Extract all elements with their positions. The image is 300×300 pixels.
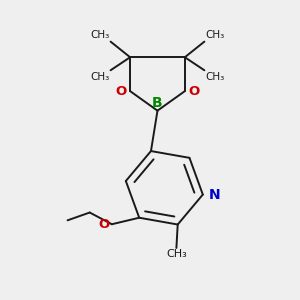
Text: CH₃: CH₃ <box>90 72 109 82</box>
Text: CH₃: CH₃ <box>90 30 109 40</box>
Text: CH₃: CH₃ <box>166 249 187 259</box>
Text: O: O <box>188 85 199 98</box>
Text: O: O <box>98 218 110 231</box>
Text: N: N <box>208 188 220 202</box>
Text: O: O <box>116 85 127 98</box>
Text: B: B <box>152 96 163 110</box>
Text: CH₃: CH₃ <box>206 72 225 82</box>
Text: CH₃: CH₃ <box>206 30 225 40</box>
